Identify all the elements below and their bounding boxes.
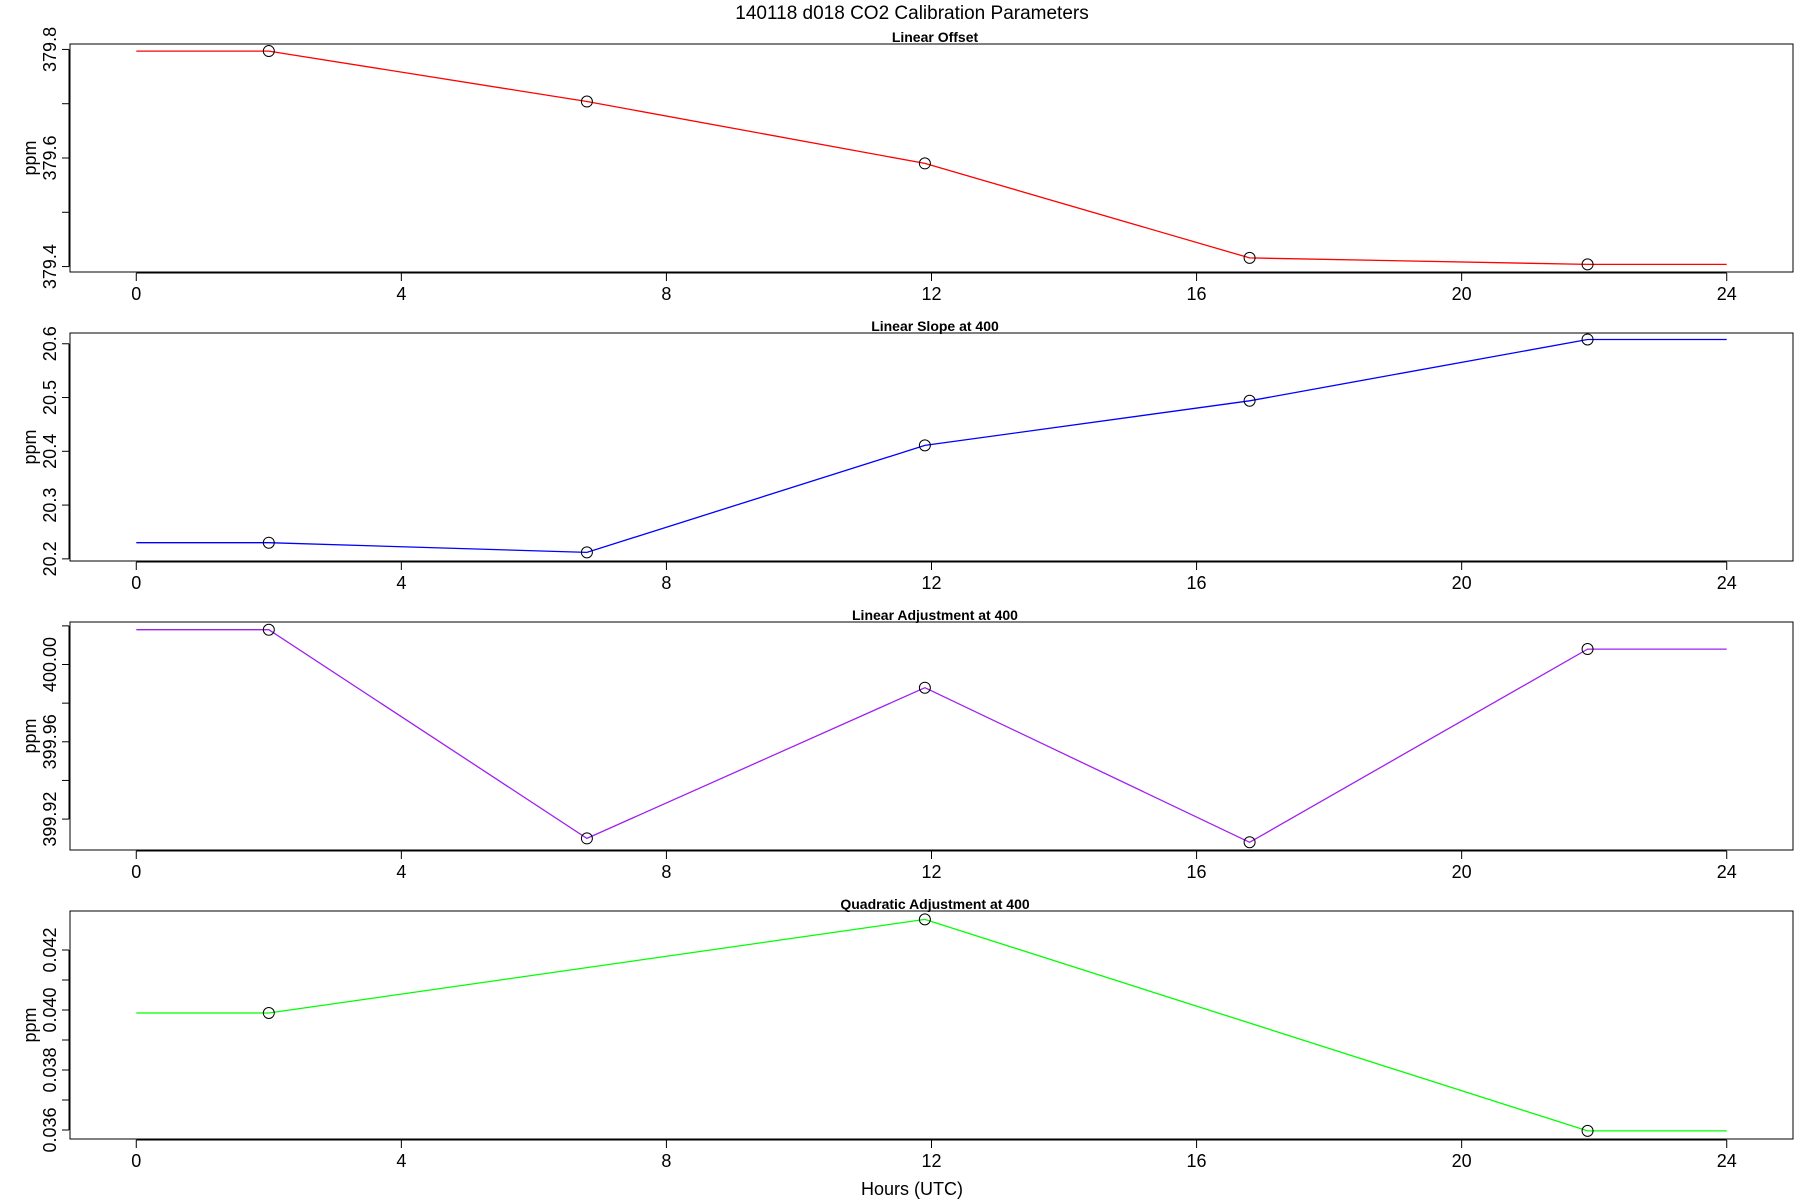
data-point xyxy=(1581,333,1594,346)
y-tick-label: 20.6 xyxy=(40,326,60,361)
data-point xyxy=(1243,394,1256,407)
x-tick-label: 16 xyxy=(1187,573,1207,593)
x-tick-label: 0 xyxy=(131,573,141,593)
y-tick-label: 0.042 xyxy=(40,927,60,972)
series-line xyxy=(136,338,1727,554)
x-tick-label: 20 xyxy=(1452,1151,1472,1171)
x-tick-label: 0 xyxy=(131,862,141,882)
y-axis-label: ppm xyxy=(20,1007,40,1042)
panel-title: Linear Adjustment at 400 xyxy=(852,607,1018,623)
data-point xyxy=(262,45,275,58)
x-tick-label: 12 xyxy=(921,1151,941,1171)
series-line xyxy=(136,629,1727,844)
plot-frame xyxy=(69,621,1794,851)
x-axis-label: Hours (UTC) xyxy=(861,1179,963,1199)
x-tick-label: 12 xyxy=(921,573,941,593)
x-tick-label: 4 xyxy=(396,284,406,304)
data-point xyxy=(1243,836,1256,849)
y-tick-label: 20.5 xyxy=(40,380,60,415)
x-tick-label: 8 xyxy=(661,573,671,593)
data-point xyxy=(918,681,931,694)
y-axis-label: ppm xyxy=(20,429,40,464)
y-tick-label: 379.6 xyxy=(40,135,60,180)
y-tick-label: 0.038 xyxy=(40,1047,60,1092)
x-tick-label: 12 xyxy=(921,862,941,882)
data-point xyxy=(262,1007,275,1019)
x-tick-label: 24 xyxy=(1717,1151,1737,1171)
y-tick-label: 20.3 xyxy=(40,488,60,523)
y-tick-label: 20.2 xyxy=(40,541,60,576)
data-point xyxy=(580,832,593,845)
x-tick-label: 24 xyxy=(1717,573,1737,593)
x-tick-label: 24 xyxy=(1717,862,1737,882)
x-tick-label: 0 xyxy=(131,284,141,304)
plot-frame xyxy=(69,43,1794,273)
panel-2: Linear Slope at 400 ppm 0 4 8 12 16 20 24 20.2 20.… xyxy=(20,318,1794,593)
figure-title: 140118 d018 CO2 Calibration Parameters xyxy=(735,3,1088,24)
x-tick-label: 20 xyxy=(1452,573,1472,593)
panel-title: Linear Slope at 400 xyxy=(871,318,999,334)
plot-frame xyxy=(69,332,1794,562)
data-point xyxy=(1581,258,1594,271)
x-tick-label: 8 xyxy=(661,284,671,304)
x-tick-label: 24 xyxy=(1717,284,1737,304)
data-point xyxy=(580,546,593,559)
data-point xyxy=(918,157,931,170)
x-tick-label: 8 xyxy=(661,862,671,882)
y-tick-label: 0.040 xyxy=(40,987,60,1032)
y-tick-label: 0.036 xyxy=(40,1107,60,1152)
data-point xyxy=(1581,1124,1594,1137)
panel-title: Linear Offset xyxy=(892,29,979,45)
data-point xyxy=(580,95,593,108)
panel-3: Linear Adjustment at 400 ppm 0 4 8 12 16 20 24 39… xyxy=(20,607,1794,882)
series-line xyxy=(136,918,1727,1132)
data-point xyxy=(918,913,931,926)
y-tick-label: 400.00 xyxy=(40,637,60,692)
x-tick-label: 20 xyxy=(1452,862,1472,882)
x-tick-label: 0 xyxy=(131,1151,141,1171)
x-tick-label: 16 xyxy=(1187,284,1207,304)
y-axis-label: ppm xyxy=(20,718,40,753)
panels-group: Linear Offset ppm 0 4 8 12 16 20 24 379.4 379.6 379… xyxy=(20,27,1794,1171)
x-tick-label: 16 xyxy=(1187,862,1207,882)
x-tick-label: 8 xyxy=(661,1151,671,1171)
data-point xyxy=(262,623,275,636)
panel-1: Linear Offset ppm 0 4 8 12 16 20 24 379.4 379.6 379… xyxy=(20,27,1794,304)
data-point xyxy=(262,536,275,549)
y-tick-label: 20.4 xyxy=(40,434,60,469)
y-tick-label: 399.92 xyxy=(40,792,60,847)
series-line xyxy=(136,50,1727,266)
panel-4: Quadratic Adjustment at 400 ppm 0 4 8 12 16 20 2… xyxy=(20,896,1794,1171)
y-tick-label: 399.96 xyxy=(40,714,60,769)
x-tick-label: 12 xyxy=(921,284,941,304)
y-tick-label: 379.4 xyxy=(40,244,60,289)
x-tick-label: 16 xyxy=(1187,1151,1207,1171)
x-tick-label: 20 xyxy=(1452,284,1472,304)
data-point xyxy=(1581,643,1594,656)
x-tick-label: 4 xyxy=(396,862,406,882)
data-point xyxy=(918,439,931,452)
x-tick-label: 4 xyxy=(396,573,406,593)
x-tick-label: 4 xyxy=(396,1151,406,1171)
plot-frame xyxy=(69,910,1794,1140)
y-tick-label: 379.8 xyxy=(40,27,60,72)
data-point xyxy=(1243,251,1256,264)
panel-title: Quadratic Adjustment at 400 xyxy=(840,896,1030,912)
y-axis-label: ppm xyxy=(20,140,40,175)
